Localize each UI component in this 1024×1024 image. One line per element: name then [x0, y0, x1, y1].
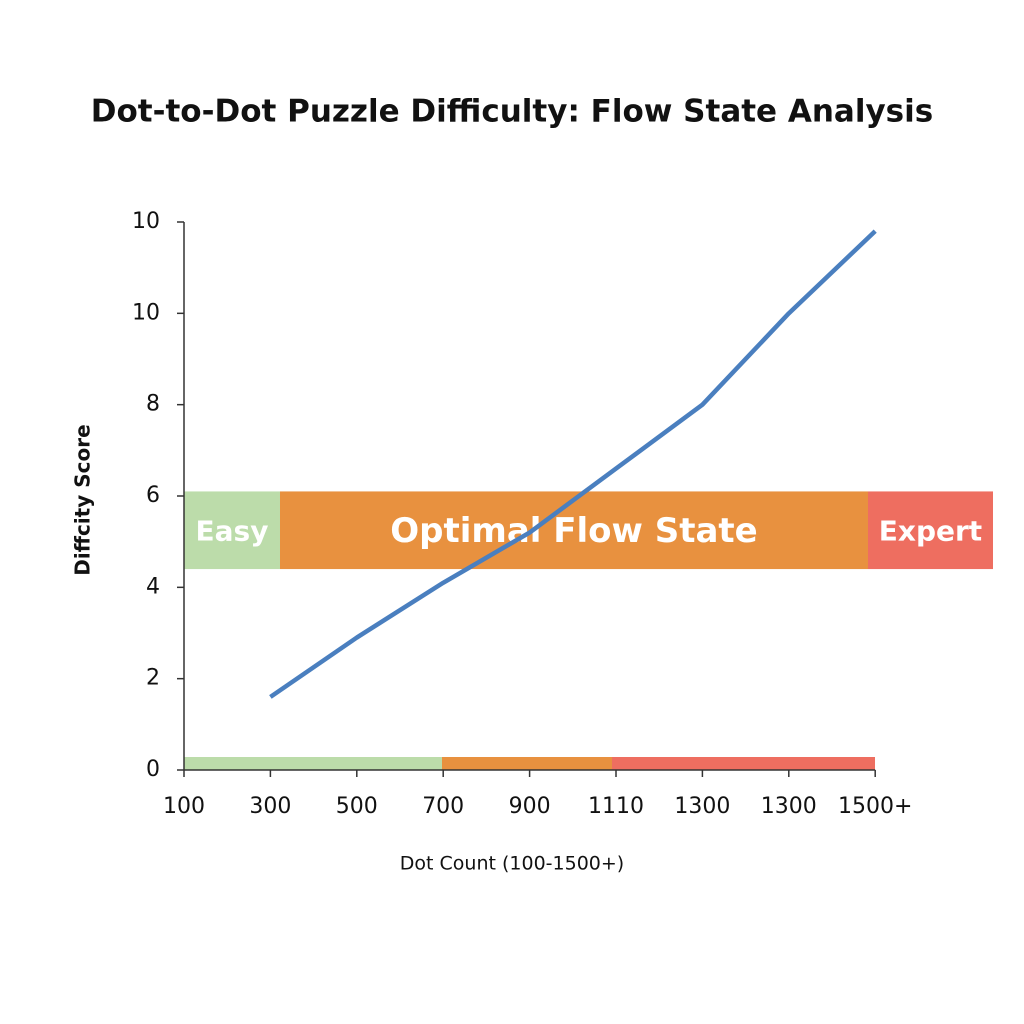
- line: [269, 229, 877, 699]
- x-axis-title: Dot Count (100-1500+): [400, 853, 624, 875]
- x-tick-label: 100: [163, 794, 205, 819]
- zone-label: Expert: [879, 514, 982, 547]
- bottom-strip: [442, 757, 612, 770]
- x-tick-label: 1500+: [838, 794, 912, 819]
- y-tick-label: 10: [132, 209, 160, 234]
- x-tick-label: 1300: [761, 794, 817, 819]
- zone: [280, 491, 868, 570]
- y-axis-title: Diffcity Score: [71, 424, 95, 575]
- y-tick-label: 6: [146, 483, 160, 508]
- x-tick-label: 1300: [674, 794, 730, 819]
- y-tick-label: 0: [146, 757, 160, 782]
- x-tick-label: 700: [422, 794, 464, 819]
- x-tick-label: 300: [249, 794, 291, 819]
- zone: [868, 491, 993, 570]
- y-tick-label: 10: [132, 300, 160, 325]
- zone-label: Easy: [196, 514, 269, 547]
- x-tick-label: 900: [509, 794, 551, 819]
- y-tick-label: 4: [146, 574, 160, 599]
- y-tick-label: 8: [146, 392, 160, 417]
- bottom-strip: [184, 757, 442, 770]
- y-tick-label: 2: [146, 666, 160, 691]
- chart-title: Dot-to-Dot Puzzle Difficulty: Flow State…: [91, 94, 933, 130]
- zone: [184, 491, 280, 570]
- zone-label: Optimal Flow State: [390, 511, 758, 551]
- bottom-strip: [612, 757, 875, 770]
- x-tick-label: 500: [336, 794, 378, 819]
- x-tick-label: 1110: [588, 794, 644, 819]
